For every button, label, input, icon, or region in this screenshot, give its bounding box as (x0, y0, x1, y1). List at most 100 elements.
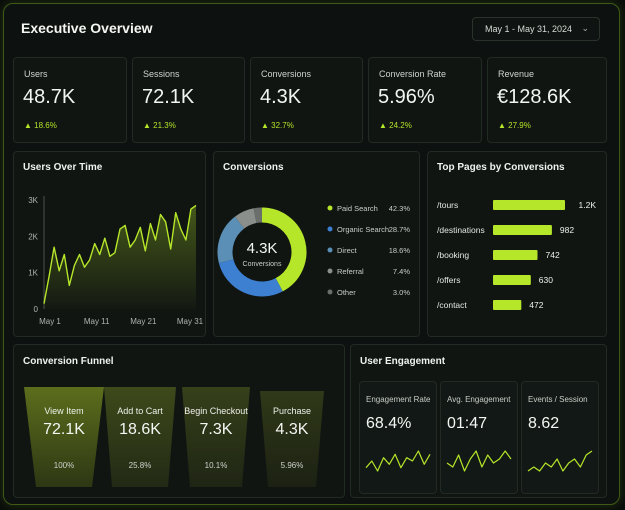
kpi-card-revenue: Revenue €128.6K ▲ 27.9% (487, 57, 607, 143)
metric-value: 8.62 (528, 415, 560, 432)
kpi-card-conversion-rate: Conversion Rate 5.96% ▲ 24.2% (368, 57, 482, 143)
kpi-value: 5.96% (378, 86, 435, 108)
y-tick-label: 1K (28, 269, 38, 278)
users-area-fill (44, 205, 196, 309)
top-pages-bar-chart: /tours 1.2K/destinations 982/booking 742/of… (437, 200, 596, 310)
kpi-label: Sessions (143, 69, 180, 79)
sparkline-path (527, 450, 593, 472)
x-tick-label: May 11 (84, 317, 110, 326)
trend-up-icon: ▲ (24, 121, 32, 130)
events-per-session-tile: Events / Session 8.62 (521, 381, 599, 494)
funnel-stage-add-to-cart: Add to Cart 18.6K 25.8% (100, 387, 180, 487)
donut-center-label: Conversions (243, 261, 282, 268)
kpi-label: Users (24, 69, 48, 79)
legend-value: 7.4% (393, 267, 410, 276)
bar-value-label: 742 (546, 250, 560, 260)
kpi-value: €128.6K (497, 86, 572, 108)
chart-title: Users Over Time (23, 162, 103, 173)
kpi-value: 48.7K (23, 86, 76, 108)
funnel-stage-begin-checkout: Begin Checkout 7.3K 10.1% (176, 387, 256, 487)
metric-value: 01:47 (447, 415, 488, 432)
date-range-select[interactable]: May 1 - May 31, 2024 ⌄ (472, 17, 600, 41)
top-pages-card: Top Pages by Conversions /tours 1.2K/dest… (427, 151, 607, 337)
users-over-time-card: Users Over Time 0 1K 2K 3K May 1 May 11 May 21… (13, 151, 206, 337)
donut-slice-organic-search (218, 258, 283, 297)
chevron-down-icon: ⌄ (581, 23, 589, 33)
funnel-stage-pct: 100% (53, 461, 75, 470)
legend-value: 18.6% (389, 246, 411, 255)
funnel-stage-view-item: View Item 72.1K 100% (24, 387, 104, 487)
bar-tours (493, 200, 565, 210)
y-tick-label: 3K (28, 196, 38, 205)
kpi-delta-value: 27.9% (508, 121, 531, 130)
kpi-delta-value: 24.2% (389, 121, 412, 130)
donut-slice-direct (217, 216, 245, 264)
engagement-title: User Engagement (360, 356, 446, 367)
y-tick-label: 0 (34, 305, 39, 314)
funnel-stage-pct: 25.8% (128, 461, 152, 470)
x-tick-label: May 31 (177, 317, 204, 326)
donut-slice-paid-search (261, 207, 307, 292)
sparkline-path (446, 450, 512, 472)
conversion-funnel-card: Conversion Funnel View Item 72.1K 100% A… (13, 344, 345, 498)
funnel-stage-pct: 5.96% (280, 461, 304, 470)
legend-label: Referral (337, 267, 364, 276)
funnel-stage-label: Purchase (272, 406, 312, 416)
y-tick-label: 2K (28, 232, 38, 241)
funnel-shape (104, 387, 176, 487)
engagement-rate-tile: Engagement Rate 68.4% (359, 381, 437, 494)
funnel-shape (24, 387, 104, 487)
legend-label: Paid Search (337, 204, 378, 213)
legend-label: Organic Search (337, 225, 389, 234)
legend-label: Direct (337, 246, 358, 255)
bar-value-label: 982 (560, 225, 574, 235)
sparkline (446, 450, 512, 472)
user-engagement-card: User Engagement Engagement Rate 68.4% Av… (350, 344, 607, 498)
kpi-card-users: Users 48.7K ▲ 18.6% (13, 57, 127, 143)
kpi-delta: ▲ 24.2% (379, 121, 412, 130)
sparkline (527, 450, 593, 472)
bar-offers (493, 275, 531, 285)
bar-category-label: /booking (437, 250, 469, 260)
funnel-stage-purchase: Purchase 4.3K 5.96% (252, 387, 332, 487)
metric-label: Avg. Engagement (447, 395, 511, 404)
funnel-stage-label: Begin Checkout (184, 406, 248, 416)
conversions-donut-chart: 4.3K Conversions Paid Search 42.3% Organic S… (217, 204, 411, 297)
users-series-line (43, 204, 197, 304)
trend-up-icon: ▲ (261, 121, 269, 130)
kpi-delta: ▲ 21.3% (143, 121, 176, 130)
conversions-donut-card: Conversions 4.3K Conversions Paid Search 42… (213, 151, 420, 337)
funnel-stage-value: 18.6K (119, 421, 161, 438)
sparkline (365, 450, 431, 472)
metric-label: Engagement Rate (366, 395, 431, 404)
bar-category-label: /offers (437, 275, 460, 285)
kpi-delta-value: 32.7% (271, 121, 294, 130)
metric-value: 68.4% (366, 415, 412, 432)
funnel-stage-value: 7.3K (199, 421, 233, 438)
kpi-delta: ▲ 18.6% (24, 121, 57, 130)
bar-destinations (493, 225, 552, 235)
kpi-card-sessions: Sessions 72.1K ▲ 21.3% (132, 57, 245, 143)
legend-value: 3.0% (393, 288, 410, 297)
funnel-stage-value: 4.3K (275, 421, 309, 438)
kpi-label: Conversion Rate (379, 69, 447, 79)
date-range-value: May 1 - May 31, 2024 (485, 24, 573, 34)
kpi-value: 4.3K (260, 86, 302, 108)
funnel-stage-pct: 10.1% (204, 461, 228, 470)
chart-title: Top Pages by Conversions (437, 162, 565, 173)
bar-contact (493, 300, 522, 310)
bar-value-label: 630 (539, 275, 553, 285)
bar-value-label: 472 (529, 300, 543, 310)
legend-label: Other (337, 288, 356, 297)
kpi-delta: ▲ 32.7% (261, 121, 294, 130)
funnel-stage-label: View Item (44, 406, 84, 416)
legend-value: 42.3% (389, 204, 411, 213)
legend-swatch (327, 226, 333, 232)
x-tick-label: May 1 (39, 317, 61, 326)
donut-center-value: 4.3K (247, 240, 278, 257)
metric-label: Events / Session (528, 395, 588, 404)
sparkline-path (365, 450, 431, 472)
kpi-card-conversions: Conversions 4.3K ▲ 32.7% (250, 57, 363, 143)
donut-slice-other (253, 207, 263, 224)
funnel-stage-label: Add to Cart (117, 406, 163, 416)
